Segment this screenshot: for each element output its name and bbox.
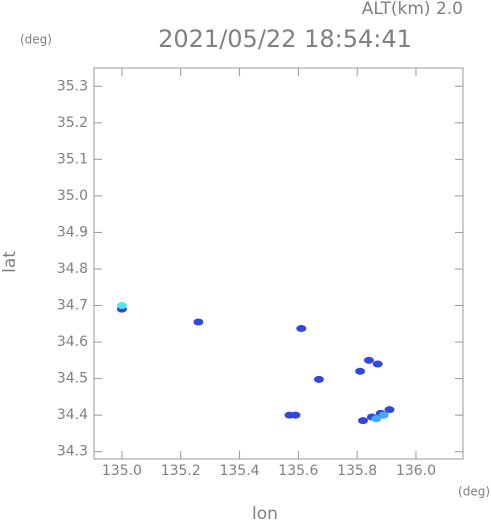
echo-point — [372, 360, 383, 368]
x-tick-label: 135.8 — [337, 463, 377, 479]
echo-point — [296, 325, 307, 333]
echo-point — [116, 302, 127, 310]
y-tick-label: 34.9 — [57, 224, 88, 240]
y-tick-label: 34.7 — [57, 298, 88, 314]
echo-point — [371, 415, 382, 423]
x-tick-label: 135.0 — [102, 463, 142, 479]
chart-title: 2021/05/22 18:54:41 — [158, 25, 412, 53]
x-tick-label: 135.6 — [278, 463, 318, 479]
y-tick-label: 34.6 — [57, 334, 88, 350]
plot-frame — [93, 67, 464, 460]
y-tick-label: 34.5 — [57, 371, 88, 387]
x-tick-label: 135.2 — [161, 463, 201, 479]
echo-point — [290, 411, 301, 419]
echo-point — [193, 318, 204, 326]
x-axis-label: lon — [252, 504, 278, 521]
y-tick-label: 34.8 — [57, 261, 88, 277]
echo-point — [384, 406, 395, 414]
x-unit: (deg) — [458, 485, 490, 499]
y-tick-label: 35.1 — [57, 151, 88, 167]
echo-point — [358, 417, 369, 425]
y-tick-label: 35.3 — [57, 78, 88, 94]
y-tick-label: 34.3 — [57, 444, 88, 460]
y-axis-label: lat — [0, 251, 20, 273]
y-unit: (deg) — [20, 33, 52, 47]
x-tick-label: 136.0 — [396, 463, 436, 479]
y-tick-label: 35.0 — [57, 188, 88, 204]
x-tick-label: 135.4 — [219, 463, 259, 479]
echo-point — [355, 367, 366, 375]
echo-point — [313, 375, 324, 383]
altitude-label: ALT(km) 2.0 — [362, 0, 463, 19]
y-tick-label: 34.4 — [57, 407, 88, 423]
y-tick-label: 35.2 — [57, 115, 88, 131]
echo-point — [378, 411, 389, 419]
echo-point — [363, 356, 374, 364]
